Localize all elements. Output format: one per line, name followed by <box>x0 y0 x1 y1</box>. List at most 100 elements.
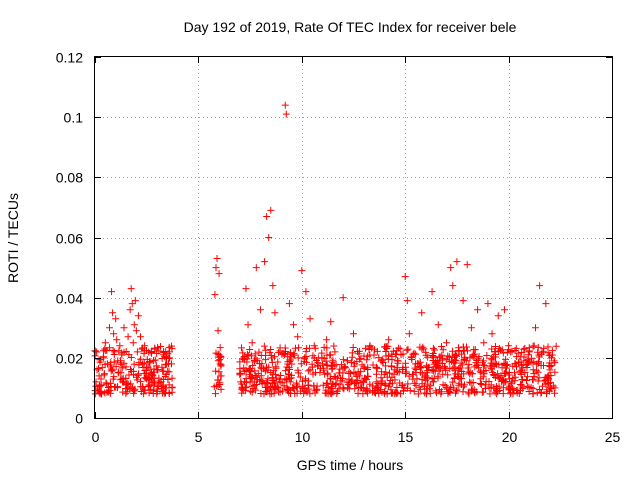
data-point <box>486 390 494 398</box>
data-point <box>360 378 368 386</box>
data-point <box>551 359 559 367</box>
data-point <box>103 360 111 368</box>
data-point <box>162 370 170 378</box>
data-point <box>403 346 411 354</box>
data-point <box>439 381 447 389</box>
data-point <box>125 371 133 379</box>
data-point <box>428 288 436 296</box>
data-point <box>147 386 155 394</box>
data-point <box>491 347 499 355</box>
data-point <box>412 350 420 358</box>
data-point <box>523 373 531 381</box>
data-point <box>478 388 486 396</box>
data-point <box>276 388 284 396</box>
data-point <box>260 365 268 373</box>
data-point <box>339 294 347 302</box>
data-point <box>107 363 115 371</box>
data-point <box>238 385 246 393</box>
data-point <box>130 360 138 368</box>
data-point <box>286 374 294 382</box>
data-point <box>428 375 436 383</box>
data-point <box>540 344 548 352</box>
data-point <box>145 381 153 389</box>
data-point <box>385 382 393 390</box>
data-point <box>122 347 130 355</box>
data-point <box>413 375 421 383</box>
data-point <box>383 373 391 381</box>
data-point <box>404 345 412 353</box>
data-point <box>168 360 176 368</box>
data-point <box>293 383 301 391</box>
data-point <box>375 354 383 362</box>
data-point <box>275 349 283 357</box>
data-point <box>401 273 409 281</box>
data-point <box>364 352 372 360</box>
data-point <box>137 388 145 396</box>
data-point <box>314 354 322 362</box>
data-point <box>460 383 468 391</box>
data-point <box>534 359 542 367</box>
data-point <box>551 368 559 376</box>
y-tick-label: 0.06 <box>56 231 83 247</box>
data-point <box>263 379 271 387</box>
data-point <box>323 336 331 344</box>
data-point <box>102 379 110 387</box>
data-point <box>115 369 123 377</box>
data-point <box>217 385 225 393</box>
x-tick-label: 10 <box>295 429 311 445</box>
data-point <box>247 373 255 381</box>
data-point <box>306 315 314 323</box>
data-point <box>405 330 413 338</box>
data-point <box>257 390 265 398</box>
data-point <box>347 359 355 367</box>
data-point <box>513 353 521 361</box>
data-point <box>214 327 222 335</box>
data-point <box>168 374 176 382</box>
axis-tick-labels: 0 5 10 15 20 25 0 0.02 0.04 0.06 0.08 0.1 0.12 <box>56 50 621 446</box>
data-point <box>370 351 378 359</box>
data-point <box>535 353 543 361</box>
data-point <box>150 357 158 365</box>
data-point <box>438 343 446 351</box>
data-point <box>388 389 396 397</box>
data-point <box>258 379 266 387</box>
data-point <box>512 344 520 352</box>
data-point <box>421 389 429 397</box>
data-point <box>348 349 356 357</box>
data-point <box>239 349 247 357</box>
data-point <box>535 374 543 382</box>
data-point <box>261 383 269 391</box>
data-point <box>145 389 153 397</box>
data-point <box>98 364 106 372</box>
data-point <box>246 378 254 386</box>
data-point <box>341 362 349 370</box>
data-point <box>352 370 360 378</box>
data-point <box>265 387 273 395</box>
data-point <box>377 379 385 387</box>
data-point <box>444 352 452 360</box>
data-point <box>140 350 148 358</box>
data-point <box>159 367 167 375</box>
data-point <box>482 366 490 374</box>
data-point <box>272 363 280 371</box>
data-point <box>306 366 314 374</box>
data-point <box>327 362 335 370</box>
data-point <box>391 388 399 396</box>
data-point <box>248 388 256 396</box>
data-point <box>118 364 126 372</box>
data-point <box>168 384 176 392</box>
data-point <box>320 364 328 372</box>
data-point <box>118 351 126 359</box>
data-point <box>419 343 427 351</box>
data-point <box>304 367 312 375</box>
data-point <box>361 365 369 373</box>
data-point <box>468 385 476 393</box>
data-point <box>329 388 337 396</box>
data-point <box>490 384 498 392</box>
data-point <box>294 333 302 341</box>
data-point <box>111 348 119 356</box>
data-point <box>268 354 276 362</box>
data-point <box>394 344 402 352</box>
data-point <box>490 372 498 380</box>
axis-ticks <box>95 57 613 419</box>
